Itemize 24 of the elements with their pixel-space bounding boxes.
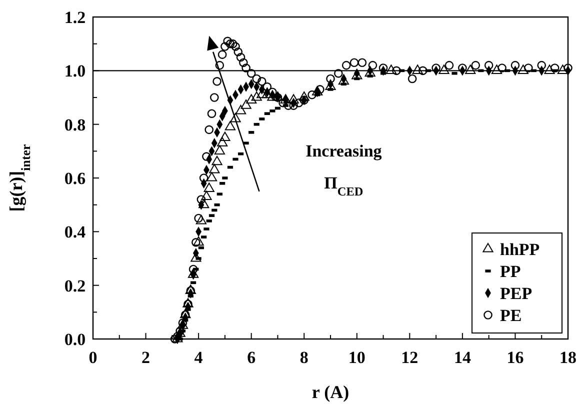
y-tick-label: 0.4	[64, 222, 86, 242]
x-tick-label: 6	[247, 348, 256, 367]
x-tick-label: 2	[142, 348, 150, 367]
y-tick-label: 0.2	[64, 276, 86, 296]
y-tick-label: 0.8	[64, 115, 86, 134]
y-tick-label: 1.0	[64, 62, 86, 81]
y-tick-label: 0.6	[64, 169, 86, 188]
annotation: Increasing	[306, 142, 382, 161]
annotation: Π$_{CED}$	[324, 174, 364, 199]
x-axis-title: r (A)	[312, 382, 350, 402]
x-tick-label: 0	[88, 348, 98, 367]
y-tick-label: 0.0	[64, 330, 86, 349]
legend-label: PEP	[500, 284, 532, 303]
y-tick-label: 1.2	[64, 8, 86, 27]
x-tick-label: 14	[454, 348, 472, 367]
x-tick-label: 18	[560, 348, 576, 367]
legend-label: hhPP	[500, 240, 540, 259]
x-tick-label: 10	[348, 348, 366, 367]
legend-label: PE	[500, 306, 522, 325]
x-tick-label: 8	[300, 348, 308, 367]
x-tick-label: 12	[401, 348, 418, 367]
x-tick-label: 4	[194, 348, 204, 367]
x-tick-label: 16	[506, 348, 524, 367]
legend-label: PP	[500, 262, 521, 281]
